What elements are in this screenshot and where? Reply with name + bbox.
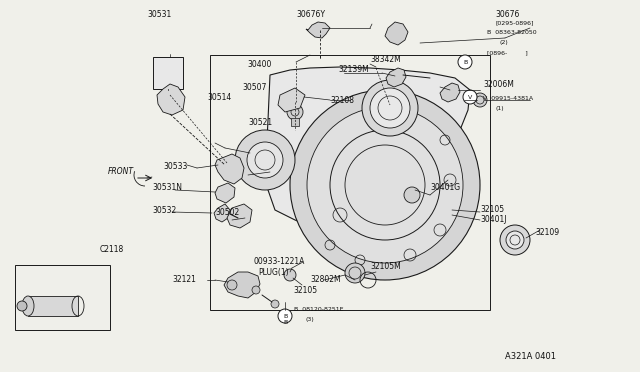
- Text: (3): (3): [306, 317, 315, 322]
- Text: 32105: 32105: [293, 286, 317, 295]
- Text: 30514: 30514: [207, 93, 231, 102]
- Bar: [153, 57, 183, 89]
- Polygon shape: [224, 272, 260, 298]
- Text: 30533: 30533: [163, 162, 188, 171]
- Text: (1): (1): [495, 106, 504, 111]
- Ellipse shape: [22, 296, 34, 316]
- Text: B: B: [463, 60, 467, 64]
- Circle shape: [271, 300, 279, 308]
- Circle shape: [473, 93, 487, 107]
- Circle shape: [458, 55, 472, 69]
- Circle shape: [500, 225, 530, 255]
- Text: 32006M: 32006M: [483, 80, 514, 89]
- Text: 30507: 30507: [242, 83, 266, 92]
- Circle shape: [278, 309, 292, 323]
- Circle shape: [235, 130, 295, 190]
- Text: A321A 0401: A321A 0401: [505, 352, 556, 361]
- Text: 30676Y: 30676Y: [296, 10, 325, 19]
- Polygon shape: [215, 183, 235, 203]
- Bar: [28, 296, 78, 316]
- Circle shape: [287, 104, 303, 120]
- Circle shape: [362, 80, 418, 136]
- Circle shape: [247, 142, 283, 178]
- Bar: [210, 55, 490, 310]
- Text: 30531: 30531: [147, 10, 172, 19]
- Text: 30502: 30502: [215, 208, 239, 217]
- Circle shape: [345, 263, 365, 283]
- Text: 38342M: 38342M: [370, 55, 401, 64]
- Text: (2): (2): [500, 40, 509, 45]
- Polygon shape: [278, 88, 305, 112]
- Text: 32121: 32121: [172, 275, 196, 284]
- Text: 30521: 30521: [248, 118, 272, 127]
- Circle shape: [370, 88, 410, 128]
- Circle shape: [506, 231, 524, 249]
- Polygon shape: [386, 68, 406, 87]
- Bar: [15, 265, 110, 330]
- Polygon shape: [266, 67, 470, 230]
- Text: 32139M: 32139M: [338, 65, 369, 74]
- Text: B  08120-8251E: B 08120-8251E: [294, 307, 344, 312]
- Circle shape: [307, 107, 463, 263]
- Text: B  08363-82050: B 08363-82050: [487, 30, 536, 35]
- Text: 30400: 30400: [247, 60, 271, 69]
- Text: 30401G: 30401G: [430, 183, 460, 192]
- Circle shape: [227, 280, 237, 290]
- Text: PLUG(1): PLUG(1): [258, 268, 289, 277]
- Circle shape: [404, 187, 420, 203]
- Text: 30676: 30676: [495, 10, 520, 19]
- Polygon shape: [214, 204, 230, 222]
- Text: B: B: [283, 320, 287, 324]
- Text: FRONT: FRONT: [108, 167, 134, 176]
- Polygon shape: [306, 22, 330, 38]
- Polygon shape: [385, 22, 408, 45]
- Text: 32105M: 32105M: [370, 262, 401, 271]
- Circle shape: [17, 301, 27, 311]
- Bar: [291, 118, 299, 126]
- Text: B: B: [283, 314, 287, 318]
- Text: 30532: 30532: [152, 206, 176, 215]
- Text: 30401J: 30401J: [480, 215, 506, 224]
- Polygon shape: [440, 83, 460, 102]
- Circle shape: [290, 90, 480, 280]
- Text: 30531N: 30531N: [152, 183, 182, 192]
- Polygon shape: [227, 204, 252, 228]
- Circle shape: [463, 90, 477, 104]
- Polygon shape: [215, 154, 244, 184]
- Text: 32802M: 32802M: [310, 275, 340, 284]
- Text: [0896-         ]: [0896- ]: [487, 50, 528, 55]
- Text: [0295-0896]: [0295-0896]: [495, 20, 534, 25]
- Polygon shape: [157, 84, 185, 115]
- Text: C2118: C2118: [100, 245, 124, 254]
- Circle shape: [284, 269, 296, 281]
- Text: 32108: 32108: [330, 96, 354, 105]
- Text: V: V: [468, 94, 472, 99]
- Text: 32109: 32109: [535, 228, 559, 237]
- Circle shape: [252, 286, 260, 294]
- Text: V  09915-4381A: V 09915-4381A: [483, 96, 533, 101]
- Text: 00933-1221A: 00933-1221A: [253, 257, 305, 266]
- Text: 32105: 32105: [480, 205, 504, 214]
